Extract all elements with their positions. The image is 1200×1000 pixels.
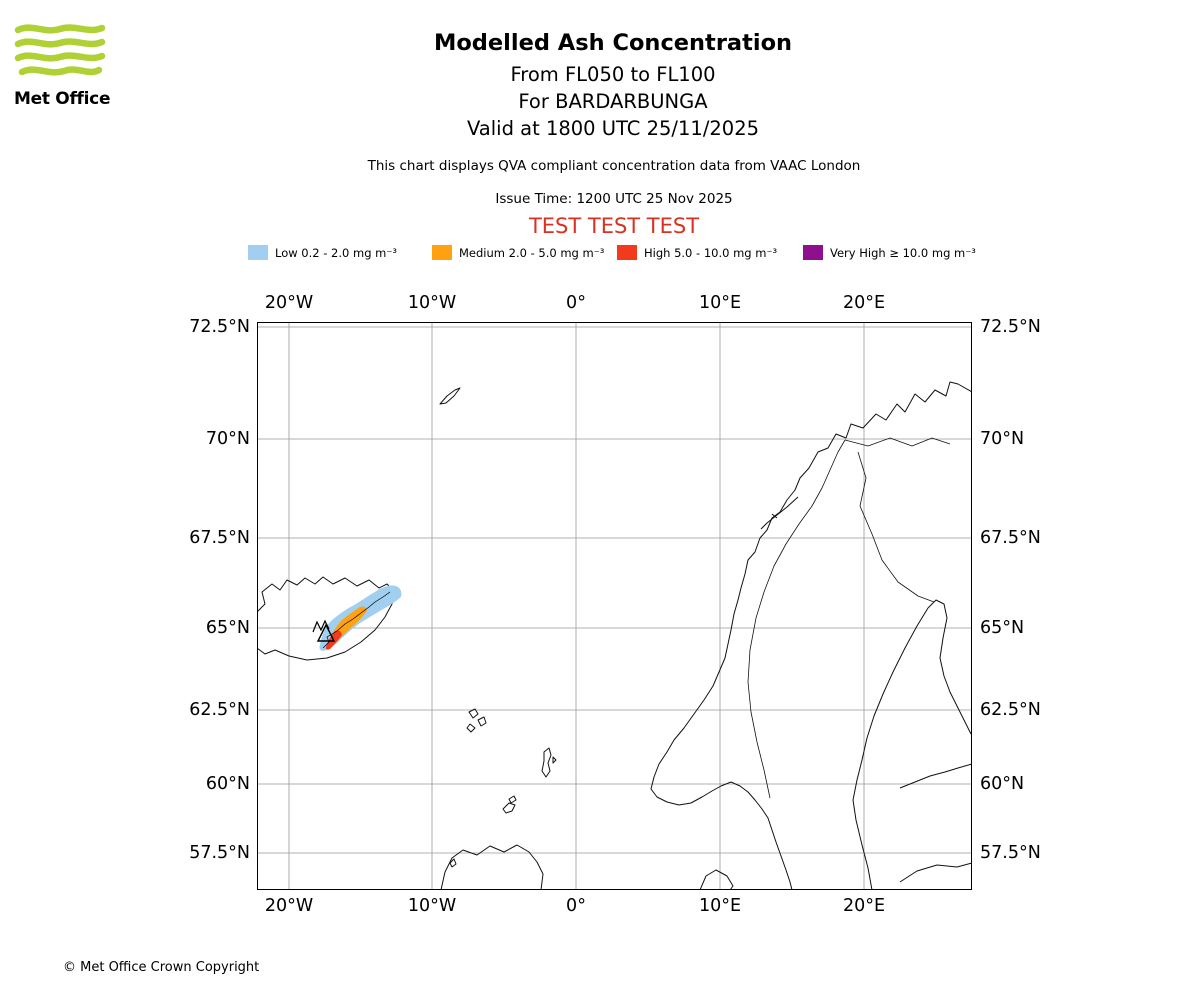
lon-label-top-10e: 10°E	[698, 293, 742, 313]
lon-label-bottom-0: 0°	[566, 896, 586, 916]
subtitle-valid-time: Valid at 1800 UTC 25/11/2025	[466, 117, 760, 140]
legend-item-medium: Medium 2.0 - 5.0 mg m⁻³	[432, 244, 604, 261]
legend-swatch-low	[248, 245, 268, 260]
coastline-shetland	[541, 747, 557, 778]
legend-swatch-medium	[432, 245, 452, 260]
legend-item-very-high: Very High ≥ 10.0 mg m⁻³	[803, 244, 976, 261]
qva-note: This chart displays QVA compliant concen…	[367, 158, 861, 174]
coastline-faroe	[466, 708, 487, 733]
test-banner: TEST TEST TEST	[528, 214, 700, 238]
lat-label-left-67-5: 67.5°N	[189, 528, 250, 548]
legend-label-medium: Medium 2.0 - 5.0 mg m⁻³	[459, 245, 605, 260]
coastline-jan-mayen	[439, 387, 461, 405]
coastline-gulf-of-finland	[899, 763, 972, 789]
lon-label-bottom-10w: 10°W	[407, 896, 457, 916]
coastline-orkney	[502, 795, 517, 814]
lat-label-right-67-5: 67.5°N	[980, 528, 1041, 548]
lat-label-left-62-5: 62.5°N	[189, 700, 250, 720]
border-norway-sweden	[747, 439, 846, 799]
legend-label-very-high: Very High ≥ 10.0 mg m⁻³	[830, 245, 976, 260]
lat-label-left-72-5: 72.5°N	[189, 317, 250, 337]
lat-label-left-65: 65°N	[205, 618, 250, 638]
lat-label-right-60: 60°N	[980, 774, 1025, 794]
lat-label-left-57-5: 57.5°N	[189, 843, 250, 863]
lon-label-top-20w: 20°W	[264, 293, 314, 313]
lat-label-right-72-5: 72.5°N	[980, 317, 1041, 337]
ash-plume	[312, 585, 402, 651]
copyright-notice: © Met Office Crown Copyright	[63, 960, 260, 975]
coastline-scotland	[440, 844, 544, 890]
lon-label-top-0: 0°	[566, 293, 586, 313]
legend-swatch-high	[617, 245, 637, 260]
lat-label-right-70: 70°N	[980, 429, 1025, 449]
title-block: Modelled Ash Concentration From FL050 to…	[434, 30, 792, 142]
volcano-marker-icon	[316, 623, 336, 642]
lon-label-top-10w: 10°W	[407, 293, 457, 313]
lat-label-right-62-5: 62.5°N	[980, 700, 1041, 720]
coastline-gulf-of-bothnia	[852, 599, 972, 890]
met-office-logo-text: Met Office	[14, 89, 111, 109]
met-office-waves-icon	[14, 24, 106, 76]
legend-label-high: High 5.0 - 10.0 mg m⁻³	[644, 245, 778, 260]
coastlines	[257, 381, 972, 890]
coastline-norway	[650, 381, 972, 890]
met-office-logo: Met Office	[14, 22, 118, 109]
map-border	[257, 322, 972, 890]
lat-label-left-70: 70°N	[205, 429, 250, 449]
lon-label-bottom-20w: 20°W	[264, 896, 314, 916]
volcano-eruption-icon	[312, 619, 330, 633]
lat-label-right-65: 65°N	[980, 618, 1025, 638]
border-norway-finland	[844, 437, 951, 447]
graticule	[257, 322, 972, 890]
coastline-baltic-southeast	[899, 862, 972, 883]
coastline-iceland	[257, 576, 396, 661]
lon-label-bottom-20e: 20°E	[842, 896, 886, 916]
legend-swatch-very-high	[803, 245, 823, 260]
page-title: Modelled Ash Concentration	[433, 30, 793, 56]
lat-label-right-57-5: 57.5°N	[980, 843, 1041, 863]
legend-label-low: Low 0.2 - 2.0 mg m⁻³	[275, 245, 398, 260]
lon-label-bottom-10e: 10°E	[698, 896, 742, 916]
issue-time: Issue Time: 1200 UTC 25 Nov 2025	[495, 191, 733, 207]
subtitle-flight-levels: From FL050 to FL100	[510, 63, 716, 86]
legend-item-high: High 5.0 - 10.0 mg m⁻³	[617, 244, 777, 261]
subtitle-volcano: For BARDARBUNGA	[518, 90, 708, 113]
coastline-denmark	[699, 869, 734, 890]
coastline-lofoten	[760, 496, 799, 530]
coastline-hebrides	[449, 858, 457, 868]
ash-contour-line	[322, 591, 391, 649]
lon-label-top-20e: 20°E	[842, 293, 886, 313]
border-sweden-finland	[857, 451, 935, 603]
map-canvas	[257, 322, 972, 890]
lat-label-left-60: 60°N	[205, 774, 250, 794]
legend-item-low: Low 0.2 - 2.0 mg m⁻³	[248, 244, 397, 261]
